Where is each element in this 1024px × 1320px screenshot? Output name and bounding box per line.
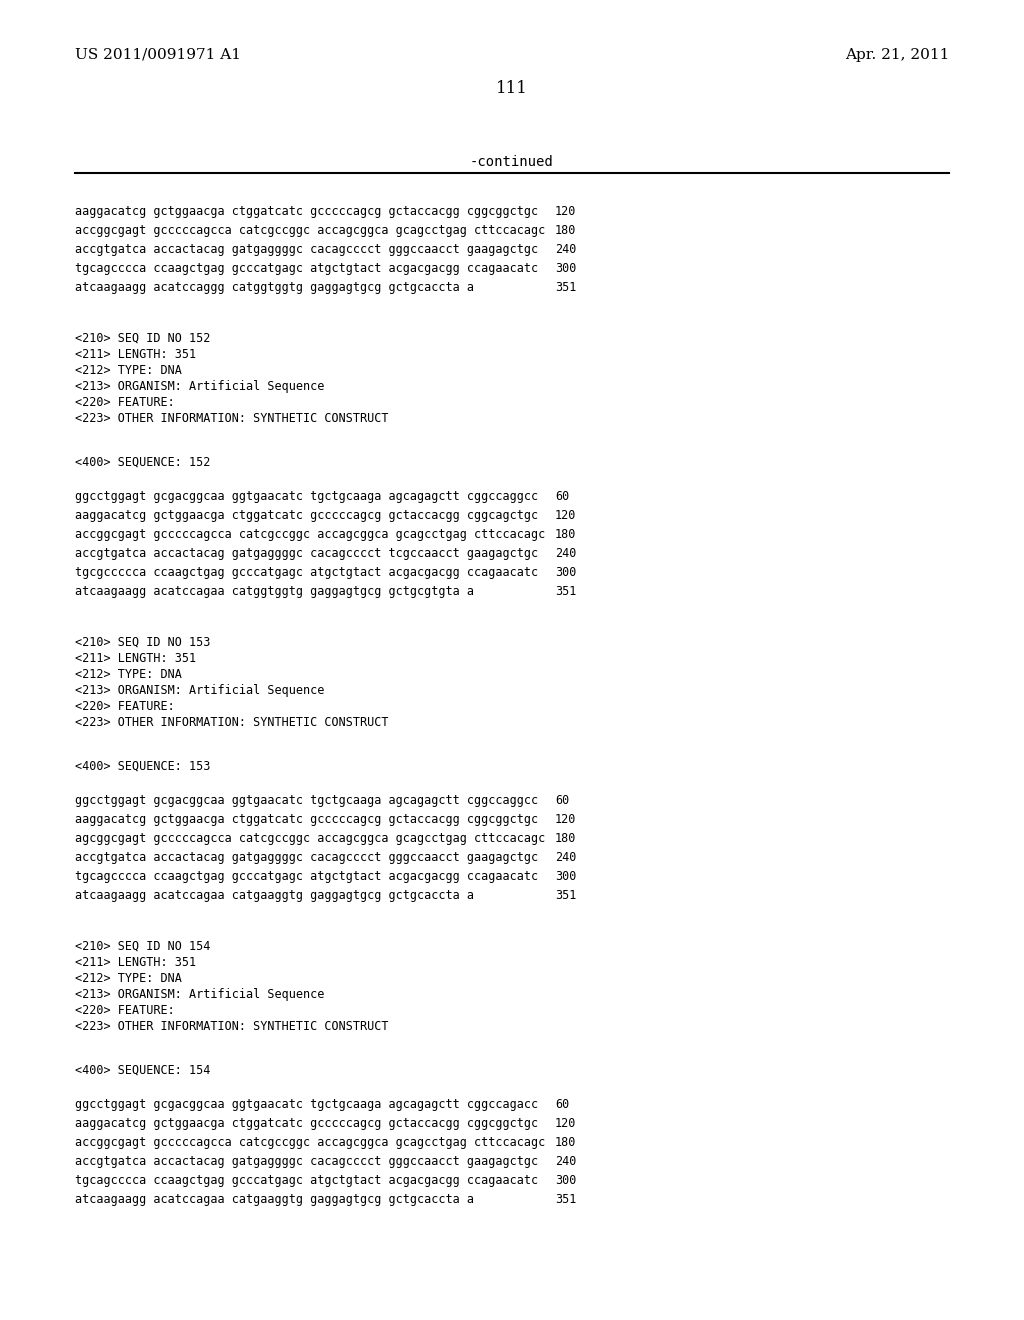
Text: 180: 180	[555, 832, 577, 845]
Text: <220> FEATURE:: <220> FEATURE:	[75, 1005, 175, 1016]
Text: 120: 120	[555, 205, 577, 218]
Text: 180: 180	[555, 1137, 577, 1148]
Text: <213> ORGANISM: Artificial Sequence: <213> ORGANISM: Artificial Sequence	[75, 987, 325, 1001]
Text: 351: 351	[555, 281, 577, 294]
Text: 240: 240	[555, 851, 577, 865]
Text: 111: 111	[496, 81, 528, 96]
Text: <223> OTHER INFORMATION: SYNTHETIC CONSTRUCT: <223> OTHER INFORMATION: SYNTHETIC CONST…	[75, 715, 388, 729]
Text: <400> SEQUENCE: 153: <400> SEQUENCE: 153	[75, 760, 210, 774]
Text: accgtgatca accactacag gatgaggggc cacagcccct gggccaacct gaagagctgc: accgtgatca accactacag gatgaggggc cacagcc…	[75, 243, 539, 256]
Text: 240: 240	[555, 1155, 577, 1168]
Text: <212> TYPE: DNA: <212> TYPE: DNA	[75, 668, 182, 681]
Text: <220> FEATURE:: <220> FEATURE:	[75, 396, 175, 409]
Text: <213> ORGANISM: Artificial Sequence: <213> ORGANISM: Artificial Sequence	[75, 684, 325, 697]
Text: 300: 300	[555, 1173, 577, 1187]
Text: tgcagcccca ccaagctgag gcccatgagc atgctgtact acgacgacgg ccagaacatc: tgcagcccca ccaagctgag gcccatgagc atgctgt…	[75, 870, 539, 883]
Text: tgcagcccca ccaagctgag gcccatgagc atgctgtact acgacgacgg ccagaacatc: tgcagcccca ccaagctgag gcccatgagc atgctgt…	[75, 1173, 539, 1187]
Text: ggcctggagt gcgacggcaa ggtgaacatc tgctgcaaga agcagagctt cggccaggcc: ggcctggagt gcgacggcaa ggtgaacatc tgctgca…	[75, 490, 539, 503]
Text: 60: 60	[555, 490, 569, 503]
Text: aaggacatcg gctggaacga ctggatcatc gcccccagcg gctaccacgg cggcagctgc: aaggacatcg gctggaacga ctggatcatc gccccca…	[75, 510, 539, 521]
Text: 351: 351	[555, 585, 577, 598]
Text: <220> FEATURE:: <220> FEATURE:	[75, 700, 175, 713]
Text: 120: 120	[555, 813, 577, 826]
Text: 351: 351	[555, 888, 577, 902]
Text: 300: 300	[555, 870, 577, 883]
Text: <210> SEQ ID NO 153: <210> SEQ ID NO 153	[75, 636, 210, 649]
Text: <223> OTHER INFORMATION: SYNTHETIC CONSTRUCT: <223> OTHER INFORMATION: SYNTHETIC CONST…	[75, 1020, 388, 1034]
Text: 180: 180	[555, 528, 577, 541]
Text: 240: 240	[555, 243, 577, 256]
Text: <223> OTHER INFORMATION: SYNTHETIC CONSTRUCT: <223> OTHER INFORMATION: SYNTHETIC CONST…	[75, 412, 388, 425]
Text: <400> SEQUENCE: 154: <400> SEQUENCE: 154	[75, 1064, 210, 1077]
Text: 300: 300	[555, 566, 577, 579]
Text: accggcgagt gcccccagcca catcgccggc accagcggca gcagcctgag cttccacagc: accggcgagt gcccccagcca catcgccggc accagc…	[75, 528, 545, 541]
Text: tgcagcccca ccaagctgag gcccatgagc atgctgtact acgacgacgg ccagaacatc: tgcagcccca ccaagctgag gcccatgagc atgctgt…	[75, 261, 539, 275]
Text: tgcgccccca ccaagctgag gcccatgagc atgctgtact acgacgacgg ccagaacatc: tgcgccccca ccaagctgag gcccatgagc atgctgt…	[75, 566, 539, 579]
Text: atcaagaagg acatccaggg catggtggtg gaggagtgcg gctgcaccta a: atcaagaagg acatccaggg catggtggtg gaggagt…	[75, 281, 474, 294]
Text: 351: 351	[555, 1193, 577, 1206]
Text: ggcctggagt gcgacggcaa ggtgaacatc tgctgcaaga agcagagctt cggccaggcc: ggcctggagt gcgacggcaa ggtgaacatc tgctgca…	[75, 795, 539, 807]
Text: aaggacatcg gctggaacga ctggatcatc gcccccagcg gctaccacgg cggcggctgc: aaggacatcg gctggaacga ctggatcatc gccccca…	[75, 205, 539, 218]
Text: <211> LENGTH: 351: <211> LENGTH: 351	[75, 652, 197, 665]
Text: <212> TYPE: DNA: <212> TYPE: DNA	[75, 364, 182, 378]
Text: 240: 240	[555, 546, 577, 560]
Text: 120: 120	[555, 510, 577, 521]
Text: 60: 60	[555, 1098, 569, 1111]
Text: atcaagaagg acatccagaa catgaaggtg gaggagtgcg gctgcaccta a: atcaagaagg acatccagaa catgaaggtg gaggagt…	[75, 1193, 474, 1206]
Text: 300: 300	[555, 261, 577, 275]
Text: <210> SEQ ID NO 154: <210> SEQ ID NO 154	[75, 940, 210, 953]
Text: <212> TYPE: DNA: <212> TYPE: DNA	[75, 972, 182, 985]
Text: atcaagaagg acatccagaa catgaaggtg gaggagtgcg gctgcaccta a: atcaagaagg acatccagaa catgaaggtg gaggagt…	[75, 888, 474, 902]
Text: accggcgagt gcccccagcca catcgccggc accagcggca gcagcctgag cttccacagc: accggcgagt gcccccagcca catcgccggc accagc…	[75, 1137, 545, 1148]
Text: accggcgagt gcccccagcca catcgccggc accagcggca gcagcctgag cttccacagc: accggcgagt gcccccagcca catcgccggc accagc…	[75, 224, 545, 238]
Text: Apr. 21, 2011: Apr. 21, 2011	[845, 48, 949, 62]
Text: <213> ORGANISM: Artificial Sequence: <213> ORGANISM: Artificial Sequence	[75, 380, 325, 393]
Text: accgtgatca accactacag gatgaggggc cacagcccct gggccaacct gaagagctgc: accgtgatca accactacag gatgaggggc cacagcc…	[75, 851, 539, 865]
Text: atcaagaagg acatccagaa catggtggtg gaggagtgcg gctgcgtgta a: atcaagaagg acatccagaa catggtggtg gaggagt…	[75, 585, 474, 598]
Text: 120: 120	[555, 1117, 577, 1130]
Text: -continued: -continued	[470, 154, 554, 169]
Text: <211> LENGTH: 351: <211> LENGTH: 351	[75, 348, 197, 360]
Text: ggcctggagt gcgacggcaa ggtgaacatc tgctgcaaga agcagagctt cggccagacc: ggcctggagt gcgacggcaa ggtgaacatc tgctgca…	[75, 1098, 539, 1111]
Text: 180: 180	[555, 224, 577, 238]
Text: <211> LENGTH: 351: <211> LENGTH: 351	[75, 956, 197, 969]
Text: <210> SEQ ID NO 152: <210> SEQ ID NO 152	[75, 333, 210, 345]
Text: 60: 60	[555, 795, 569, 807]
Text: US 2011/0091971 A1: US 2011/0091971 A1	[75, 48, 241, 62]
Text: accgtgatca accactacag gatgaggggc cacagcccct tcgccaacct gaagagctgc: accgtgatca accactacag gatgaggggc cacagcc…	[75, 546, 539, 560]
Text: aaggacatcg gctggaacga ctggatcatc gcccccagcg gctaccacgg cggcggctgc: aaggacatcg gctggaacga ctggatcatc gccccca…	[75, 1117, 539, 1130]
Text: accgtgatca accactacag gatgaggggc cacagcccct gggccaacct gaagagctgc: accgtgatca accactacag gatgaggggc cacagcc…	[75, 1155, 539, 1168]
Text: aaggacatcg gctggaacga ctggatcatc gcccccagcg gctaccacgg cggcggctgc: aaggacatcg gctggaacga ctggatcatc gccccca…	[75, 813, 539, 826]
Text: <400> SEQUENCE: 152: <400> SEQUENCE: 152	[75, 455, 210, 469]
Text: agcggcgagt gcccccagcca catcgccggc accagcggca gcagcctgag cttccacagc: agcggcgagt gcccccagcca catcgccggc accagc…	[75, 832, 545, 845]
